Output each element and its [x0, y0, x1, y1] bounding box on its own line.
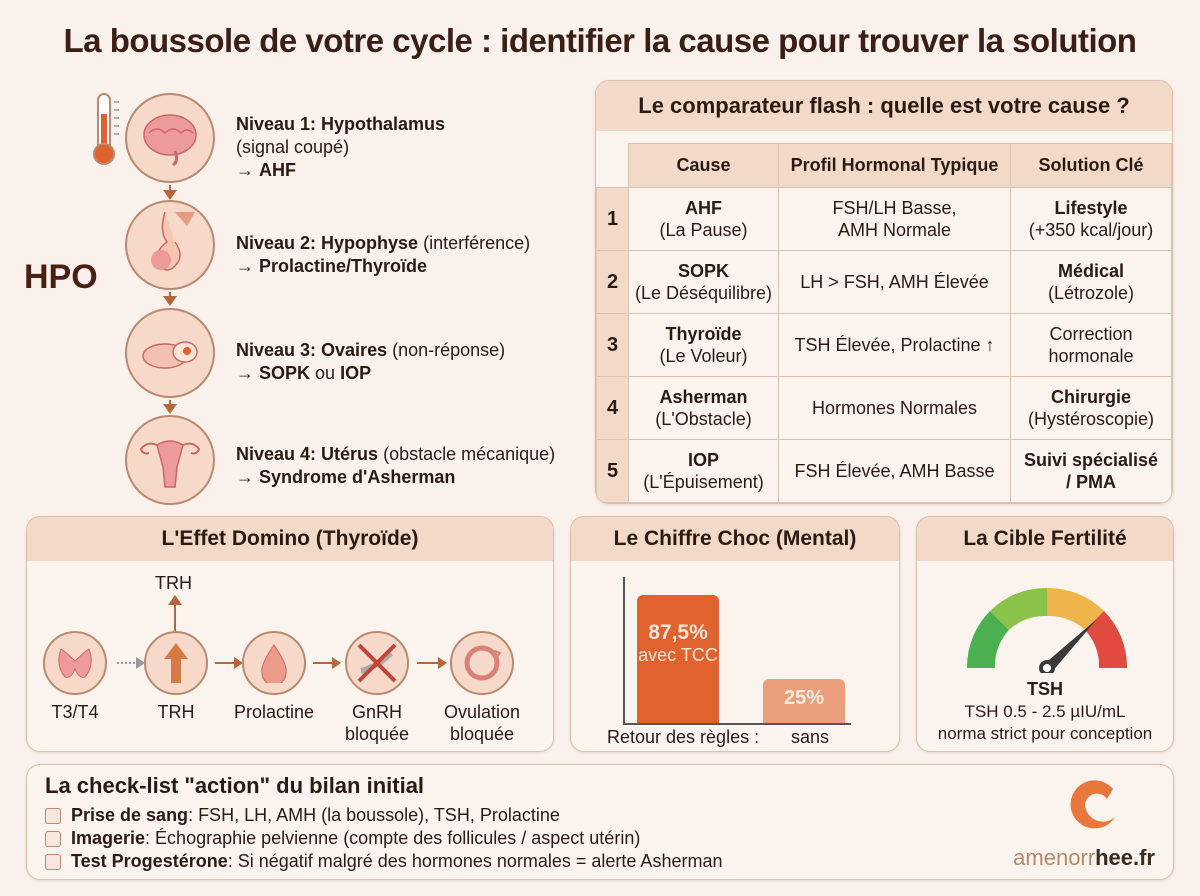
domino-title: L'Effet Domino (Thyroïde)	[27, 517, 553, 561]
bar-without: 25%	[763, 679, 845, 723]
hpo-label: HPO	[24, 258, 98, 296]
choc-title: Le Chiffre Choc (Mental)	[571, 517, 899, 561]
gauge-label: TSH	[1027, 679, 1063, 699]
domino-label-prolactine: Prolactine	[233, 702, 315, 722]
domino-label-gnrh: GnRH bloquée	[344, 702, 410, 744]
pituitary-icon	[125, 200, 215, 290]
table-row: 4 Asherman (L'Obstacle) Hormones Normales…	[596, 376, 1172, 440]
page-title: La boussole de votre cycle : identifier …	[63, 22, 1137, 59]
col-header-solution: Solution Clé	[1010, 143, 1172, 188]
table-row: 5 IOP (L'Épuisement) FSH Élevée, AMH Bass…	[596, 439, 1172, 503]
checkbox[interactable]	[45, 830, 61, 847]
checklist-item[interactable]: Imagerie : Échographie pelvienne (compte…	[45, 828, 640, 849]
cible-title: La Cible Fertilité	[917, 517, 1173, 561]
bar-with-tcc: 87,5% avec TCC	[637, 595, 719, 723]
col-header-cause: Cause	[628, 143, 779, 188]
drop-icon	[242, 631, 306, 695]
thyroid-icon	[43, 631, 107, 695]
choc-panel: Le Chiffre Choc (Mental) 87,5% avec TCC …	[570, 516, 900, 752]
brain-icon	[125, 93, 215, 183]
gauge-icon	[966, 587, 1128, 673]
domino-label-t3t4: T3/T4	[51, 702, 99, 722]
table-row: 3 Thyroïde (Le Voleur) TSH Élevée, Prolac…	[596, 313, 1172, 377]
comparator-table: Cause Profil Hormonal Typique Solution C…	[596, 143, 1172, 503]
level-1-text: Niveau 1: Hypothalamus (signal coupé) → …	[236, 114, 446, 180]
domino-label-ovulation: Ovulation bloquée	[443, 702, 521, 744]
logo-text: amenorrhee.fr	[1013, 845, 1155, 870]
arrow-up-icon	[144, 631, 208, 695]
cible-panel: La Cible Fertilité TSH TSH 0.5 - 2.5 µIU…	[916, 516, 1174, 752]
level-2-text: Niveau 2: Hypophyse (interférence) → Pro…	[236, 233, 531, 276]
table-row: 2 SOPK (Le Déséquilibre) LH > FSH, AMH Él…	[596, 250, 1172, 314]
domino-label-trh: TRH	[157, 702, 195, 722]
cycle-icon	[450, 631, 514, 695]
checklist-title: La check-list "action" du bilan initial	[45, 773, 425, 798]
checklist-panel: La check-list "action" du bilan initial …	[26, 764, 1174, 880]
comparator-panel: Le comparateur flash : quelle est votre …	[595, 80, 1173, 504]
domino-panel: L'Effet Domino (Thyroïde) TRH T3/T4 TRH …	[26, 516, 554, 752]
checklist-item[interactable]: Prise de sang : FSH, LH, AMH (la boussol…	[45, 805, 560, 826]
x-axis-label-sans: sans	[791, 727, 830, 747]
tsh-range: TSH 0.5 - 2.5 µIU/mL norma strict pour c…	[937, 702, 1153, 743]
x-axis-label: Retour des règles :	[607, 727, 760, 747]
checklist-item[interactable]: Test Progestérone : Si négatif malgré de…	[45, 851, 722, 872]
trh-top-label: TRH	[155, 573, 192, 593]
blocked-x-icon	[345, 631, 409, 695]
thermometer-icon	[93, 93, 119, 165]
ovary-icon	[125, 308, 215, 398]
checkbox[interactable]	[45, 807, 61, 824]
logo-icon	[1070, 780, 1115, 829]
logo: amenorrhee.fr	[985, 775, 1155, 875]
comparator-title: Le comparateur flash : quelle est votre …	[596, 81, 1172, 131]
checkbox[interactable]	[45, 853, 61, 870]
level-4-text: Niveau 4: Utérus (obstacle mécanique) → …	[236, 444, 556, 487]
col-header-profile: Profil Hormonal Typique	[778, 143, 1011, 188]
table-row: 1 AHF (La Pause) FSH/LH Basse, AMH Normale…	[596, 187, 1172, 251]
level-3-text: Niveau 3: Ovaires (non-réponse) → SOPK o…	[236, 340, 506, 383]
x-axis	[623, 723, 851, 725]
uterus-icon	[125, 415, 215, 505]
y-axis	[623, 577, 625, 725]
